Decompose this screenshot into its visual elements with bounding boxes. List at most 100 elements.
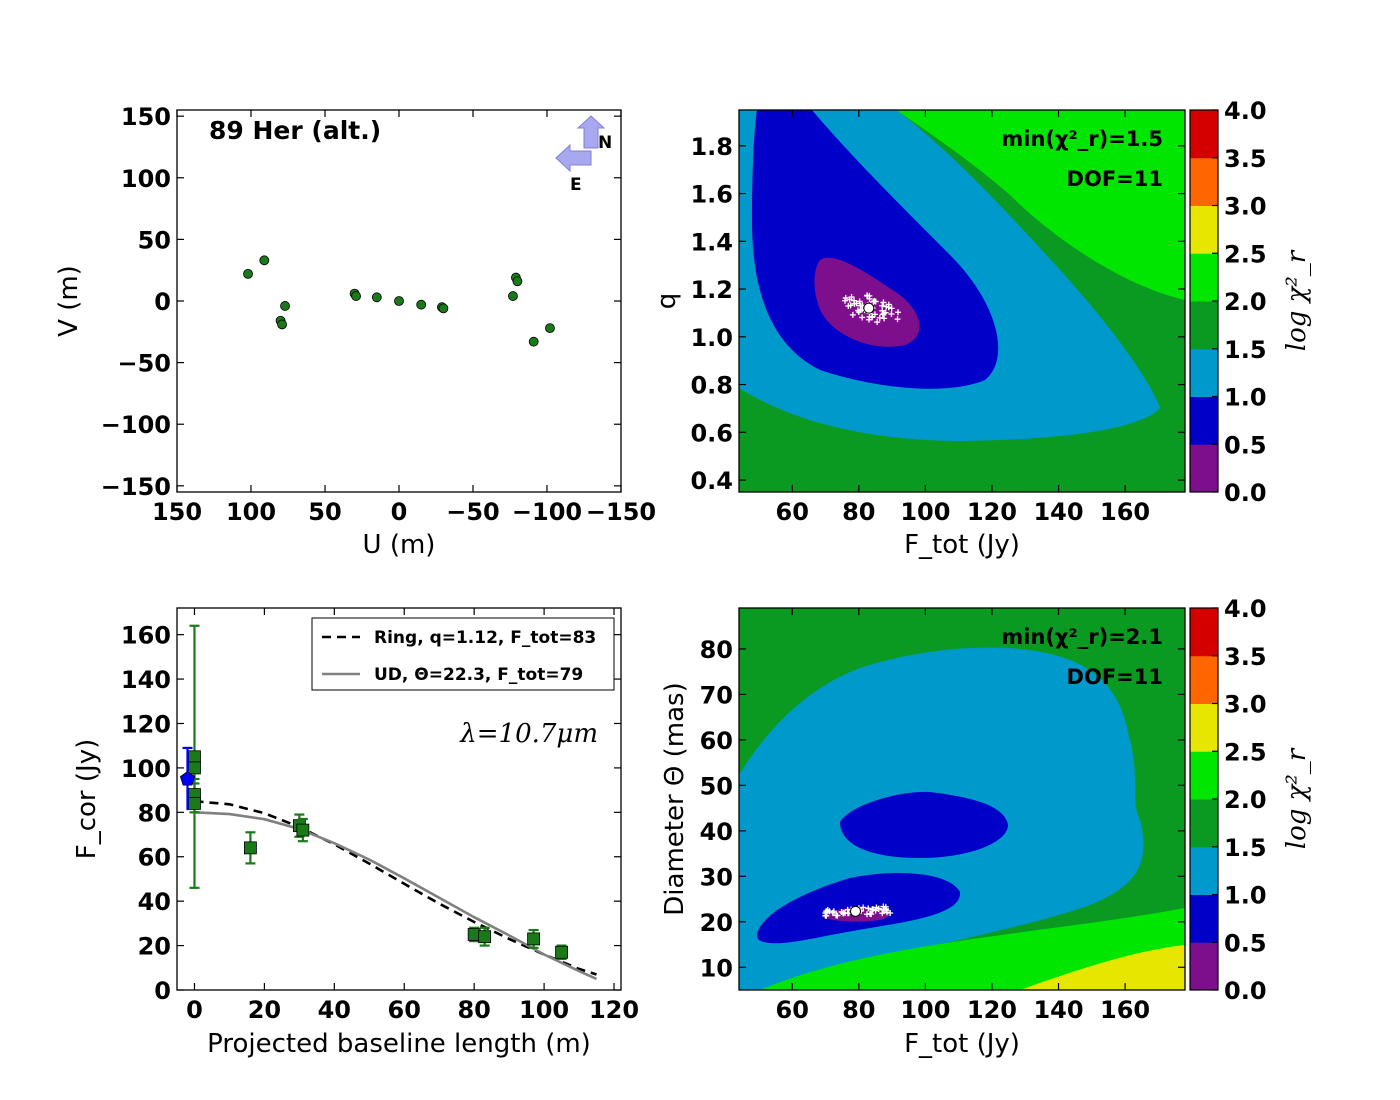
x-tick-label: 60 (776, 996, 809, 1024)
x-tick-label: 120 (589, 996, 639, 1024)
y-tick-label: 1.8 (690, 133, 733, 161)
bootstrap-sample (879, 302, 886, 309)
east-arrow-icon (555, 143, 592, 173)
colorbar-segment (1190, 846, 1218, 895)
bootstrap-sample (875, 905, 882, 912)
compass-east-label: E (570, 175, 582, 195)
uv-point (438, 303, 449, 314)
bootstrap-sample (868, 911, 875, 918)
colorbar-segment (1190, 301, 1218, 350)
bootstrap-sample (838, 908, 845, 915)
x-tick-label: 0 (391, 498, 408, 526)
bootstrap-sample (888, 310, 895, 317)
ring-model-line (194, 799, 597, 976)
contour-level-2.0 (760, 908, 1185, 990)
panel-diameter-map: 60 80 100 120 140 160 10 20 30 40 50 60 70 80 min(χ²_… (660, 595, 1312, 1059)
contour-level-0.5 (840, 791, 1008, 858)
x-tick-label: 60 (776, 498, 809, 526)
colorbar-tick-label: 2.5 (1224, 240, 1267, 268)
uv-point (243, 268, 253, 279)
uv-points (243, 255, 555, 347)
y-tick-label: 0.8 (690, 372, 733, 400)
x-tick-label: −50 (446, 498, 500, 526)
colorbar-tick-label: 3.0 (1224, 691, 1267, 719)
colorbar-segment (1190, 157, 1218, 206)
colorbar-tick-label: 4.0 (1224, 595, 1267, 623)
data-square (296, 823, 310, 837)
y-tick-label: 30 (700, 863, 733, 891)
uv-point (416, 299, 427, 310)
colorbar-tick-label: 4.0 (1224, 97, 1267, 125)
uv-point (259, 255, 270, 266)
colorbar-tick-label: 2.0 (1224, 288, 1267, 316)
legend-ring-label: Ring, q=1.12, F_tot=83 (374, 628, 596, 648)
vis-ticks: 0 20 40 60 80 100 120 0 20 40 60 80 100 120 140 160 (121, 608, 639, 1024)
uv-title: 89 Her (alt.) (209, 116, 381, 145)
uv-point (277, 319, 287, 330)
colorbar-tick-label: 1.0 (1224, 384, 1267, 412)
ud-model-line (194, 811, 598, 981)
y-tick-label: 0 (154, 288, 171, 316)
data-square (478, 930, 492, 944)
uv-xlabel: U (m) (363, 530, 436, 560)
bootstrap-sample (869, 906, 876, 913)
data-square (527, 932, 540, 946)
bootstrap-sample (857, 302, 864, 309)
x-tick-label: 120 (967, 498, 1017, 526)
x-tick-label: 150 (152, 498, 202, 526)
bootstrap-sample (847, 302, 854, 309)
y-tick-label: 0.4 (690, 467, 733, 495)
data-square (188, 797, 201, 810)
data-square (244, 841, 257, 855)
colorbar-bottom-label: log χ²_r (1282, 747, 1312, 849)
x-tick-label: 50 (308, 498, 341, 526)
diameter-ticks: 60 80 100 120 140 160 10 20 30 40 50 60 70 80 (700, 608, 1185, 1024)
compass-north-label: N (598, 133, 612, 153)
y-tick-label: −50 (117, 350, 171, 378)
colorbar-segment (1190, 253, 1218, 302)
data-square (188, 761, 201, 775)
x-tick-label: 100 (900, 996, 950, 1024)
x-tick-label: 80 (457, 996, 490, 1024)
x-tick-label: −150 (586, 498, 656, 526)
uv-point (371, 292, 382, 303)
uv-ylabel: V (m) (54, 265, 84, 337)
uv-point (512, 276, 523, 287)
y-tick-label: 150 (121, 103, 171, 131)
bootstrap-sample (866, 292, 873, 299)
uv-point (508, 291, 518, 301)
y-tick-label: 0.6 (690, 419, 733, 447)
bootstrap-sample (833, 912, 840, 919)
q-min-chi2: min(χ²_r)=1.5 (1001, 127, 1163, 151)
bootstrap-sample (883, 909, 890, 916)
diameter-dof: DOF=11 (1067, 665, 1163, 689)
y-tick-label: 60 (138, 844, 171, 872)
bootstrap-sample (874, 319, 881, 326)
x-tick-label: 100 (519, 996, 569, 1024)
bootstrap-sample (887, 910, 894, 917)
uv-point (280, 301, 290, 311)
bootstrap-sample (895, 309, 902, 316)
colorbar-tick-label: 0.5 (1224, 929, 1267, 957)
bootstrap-sample (880, 299, 887, 306)
q-xlabel: F_tot (Jy) (904, 530, 1020, 560)
colorbar-tick-label: 2.0 (1224, 786, 1267, 814)
y-tick-label: −100 (101, 411, 171, 439)
y-tick-label: 40 (138, 888, 171, 916)
contour-level-2.5 (1020, 945, 1185, 990)
bootstrap-sample (865, 905, 872, 912)
bootstrap-sample (846, 296, 853, 303)
colorbar-tick-label: 1.5 (1224, 834, 1267, 862)
y-tick-label: 70 (700, 681, 733, 709)
x-tick-label: 140 (1033, 498, 1083, 526)
bootstrap-sample (879, 307, 886, 314)
compass: N E (555, 115, 612, 195)
x-tick-label: 120 (967, 996, 1017, 1024)
y-tick-label: 10 (700, 954, 733, 982)
y-tick-label: 160 (121, 622, 171, 650)
x-tick-label: 160 (1100, 498, 1150, 526)
legend-ud-label: UD, Θ=22.3, F_tot=79 (374, 665, 583, 685)
panel-uv-coverage: 150 100 50 0 −50 −100 −150150100500−50−100−150… (54, 103, 656, 560)
x-tick-label: 160 (1100, 996, 1150, 1024)
y-tick-label: 100 (121, 165, 171, 193)
